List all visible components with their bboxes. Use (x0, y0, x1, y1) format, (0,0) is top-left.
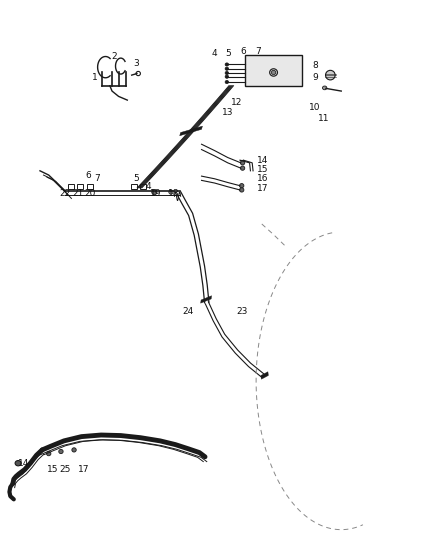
Text: 25: 25 (60, 465, 71, 474)
Text: 1: 1 (92, 73, 97, 82)
Ellipse shape (270, 69, 278, 76)
Text: 14: 14 (18, 459, 29, 467)
Ellipse shape (322, 86, 327, 90)
Text: 7: 7 (255, 47, 261, 55)
Text: 12: 12 (231, 98, 242, 107)
Ellipse shape (240, 183, 244, 188)
Text: 4: 4 (212, 50, 217, 58)
Polygon shape (180, 126, 202, 136)
Ellipse shape (225, 80, 229, 84)
Text: 23: 23 (236, 307, 247, 316)
Ellipse shape (240, 188, 244, 192)
Text: 3: 3 (133, 59, 139, 68)
Polygon shape (261, 372, 268, 379)
Text: 17: 17 (78, 465, 89, 474)
Ellipse shape (240, 161, 245, 165)
Text: 17: 17 (257, 184, 268, 193)
Text: 16: 16 (257, 174, 268, 183)
Text: 21: 21 (73, 189, 84, 198)
Text: 5: 5 (225, 50, 231, 58)
Ellipse shape (225, 71, 229, 75)
Text: 15: 15 (257, 165, 268, 174)
Text: 13: 13 (222, 108, 233, 117)
Polygon shape (245, 55, 302, 86)
Ellipse shape (225, 67, 229, 70)
Polygon shape (201, 296, 212, 303)
Ellipse shape (325, 70, 335, 80)
Ellipse shape (152, 189, 157, 195)
Text: 19: 19 (150, 189, 162, 198)
Text: 11: 11 (318, 114, 329, 123)
Text: 7: 7 (94, 174, 99, 183)
Ellipse shape (15, 461, 21, 466)
Ellipse shape (72, 448, 76, 452)
Ellipse shape (240, 166, 245, 170)
Ellipse shape (59, 449, 63, 454)
Ellipse shape (169, 190, 173, 194)
Text: 9: 9 (312, 73, 318, 82)
Text: 20: 20 (85, 189, 96, 198)
Text: 24: 24 (183, 307, 194, 316)
Text: 10: 10 (309, 102, 321, 111)
Text: 22: 22 (60, 189, 71, 198)
Ellipse shape (225, 63, 229, 66)
Text: 2: 2 (111, 52, 117, 61)
Ellipse shape (225, 75, 229, 78)
Text: 18: 18 (168, 189, 179, 198)
Text: 15: 15 (46, 465, 58, 474)
Ellipse shape (272, 70, 276, 75)
Text: 8: 8 (312, 61, 318, 70)
Text: 4: 4 (145, 182, 151, 191)
Text: 5: 5 (133, 174, 139, 183)
Ellipse shape (46, 451, 51, 456)
Text: 6: 6 (85, 171, 91, 180)
Text: 6: 6 (240, 47, 246, 55)
Text: 14: 14 (257, 156, 268, 165)
